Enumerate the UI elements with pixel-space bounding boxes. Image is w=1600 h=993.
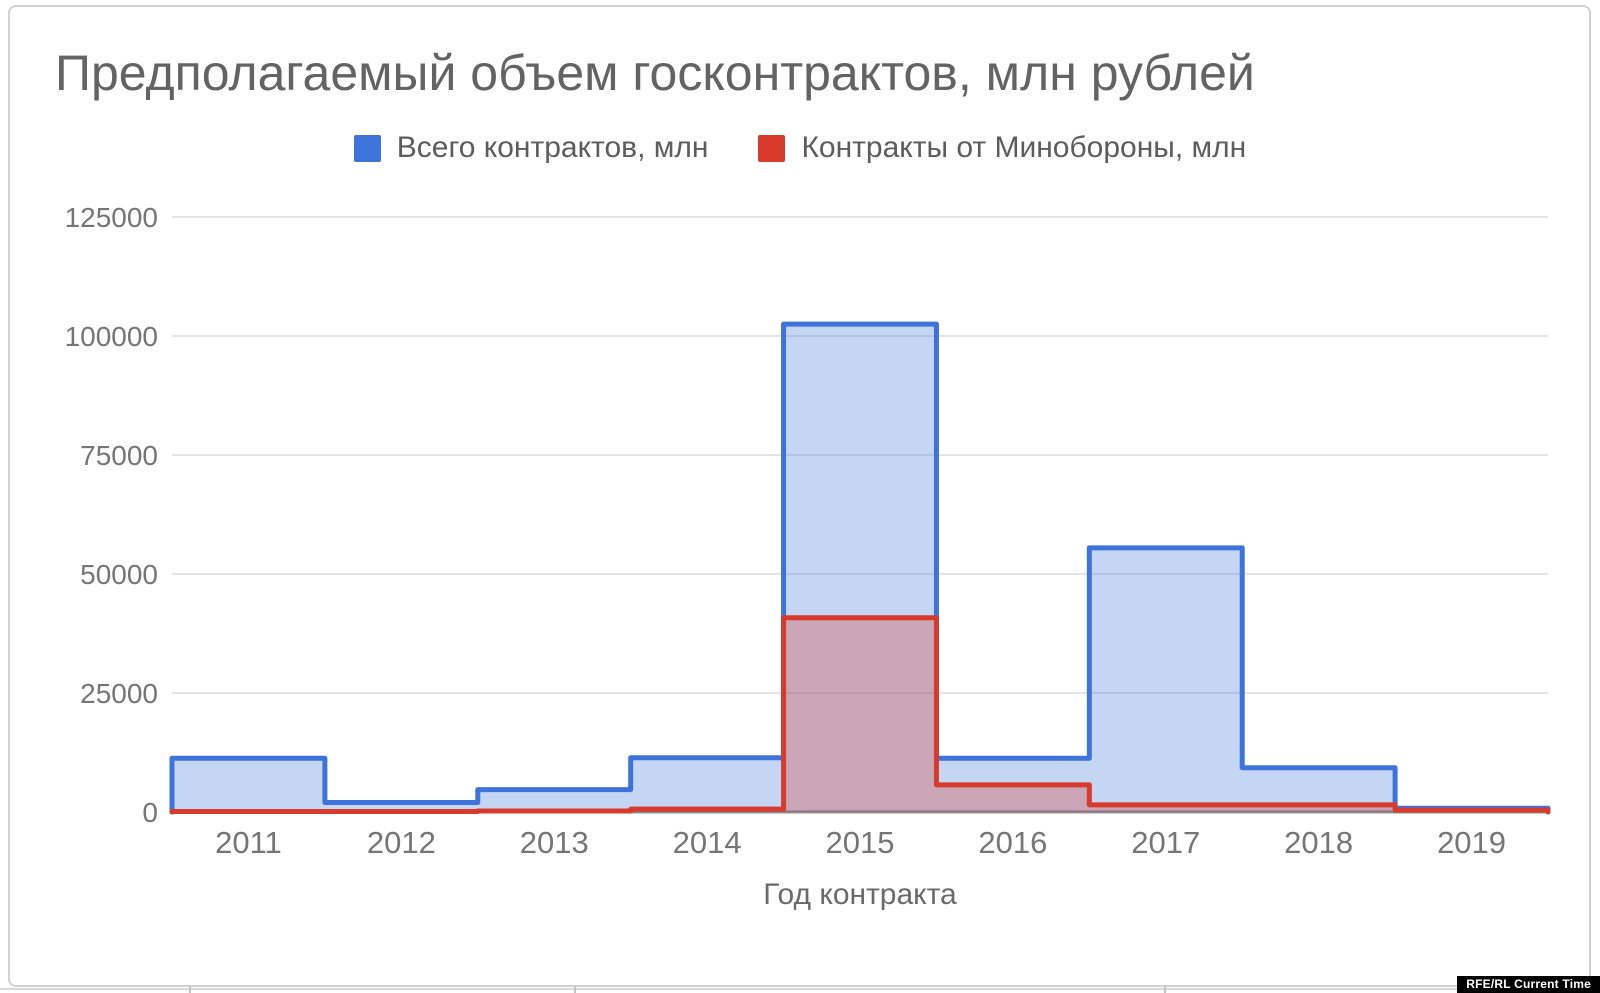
y-tick-label: 0 xyxy=(142,797,158,828)
cropped-element-tick xyxy=(189,986,191,993)
legend-item-defense: Контракты от Минобороны, млн xyxy=(758,131,1246,165)
y-tick-label: 25000 xyxy=(80,678,158,709)
series-total-line xyxy=(169,321,1551,815)
x-tick-label: 2014 xyxy=(673,825,742,860)
legend: Всего контрактов, млн Контракты от Миноб… xyxy=(0,131,1600,165)
x-axis-title: Год контракта xyxy=(763,878,957,911)
legend-item-total: Всего контрактов, млн xyxy=(353,131,709,165)
y-tick-label: 100000 xyxy=(65,321,158,352)
legend-swatch-total-icon xyxy=(353,134,381,162)
x-tick-label: 2019 xyxy=(1437,825,1506,860)
chart-card xyxy=(8,5,1591,987)
x-tick-label: 2011 xyxy=(215,825,282,860)
y-tick-label: 50000 xyxy=(80,559,158,590)
chart-title: Предполагаемый объем госконтрактов, млн … xyxy=(55,45,1255,101)
series-total-area xyxy=(172,324,1548,812)
y-tick-label: 125000 xyxy=(65,202,158,233)
cropped-element-divider xyxy=(0,988,1600,990)
watermark: RFE/RL Current Time xyxy=(1457,976,1600,993)
series-defense-line xyxy=(169,615,1551,815)
cropped-element-tick xyxy=(1164,986,1166,993)
x-tick-label: 2013 xyxy=(520,825,589,860)
series-defense-area xyxy=(172,617,1548,812)
x-tick-label: 2012 xyxy=(367,825,436,860)
legend-label-defense: Контракты от Минобороны, млн xyxy=(801,131,1247,164)
y-tick-label: 75000 xyxy=(80,440,158,471)
x-tick-label: 2015 xyxy=(826,825,895,860)
x-tick-label: 2017 xyxy=(1131,825,1200,860)
legend-label-total: Всего контрактов, млн xyxy=(396,131,709,164)
x-tick-label: 2016 xyxy=(978,825,1047,860)
cropped-element-tick xyxy=(574,986,576,993)
x-tick-label: 2018 xyxy=(1284,825,1353,860)
legend-swatch-defense-icon xyxy=(758,134,786,162)
